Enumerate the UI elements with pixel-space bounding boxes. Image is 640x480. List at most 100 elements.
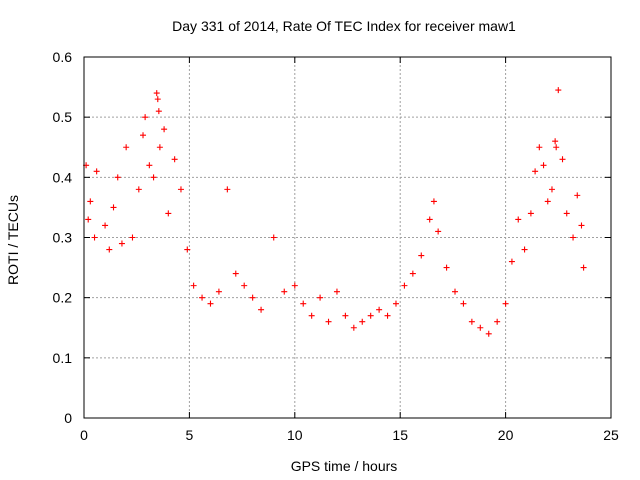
plot-frame [83,56,612,419]
data-point [367,312,374,319]
data-point [207,300,214,307]
data-point [171,156,178,163]
data-point [129,234,136,241]
data-point [384,312,391,319]
data-point [580,264,587,271]
data-point [177,186,184,193]
x-tick-label: 15 [392,427,408,443]
data-point [350,324,357,331]
data-point [215,288,222,295]
data-point [184,246,191,253]
data-point [281,288,288,295]
data-point [150,174,157,181]
y-axis-label: ROTI / TECUs [5,195,21,285]
data-point [527,210,534,217]
data-point [468,318,475,325]
data-point [270,234,277,241]
data-point [418,252,425,259]
data-point [87,198,94,205]
axis-ticks: 0 5 10 15 20 25 0 0.1 0.2 0.3 0.4 0.5 0.6 [53,49,619,443]
data-points [83,87,587,337]
data-point [241,282,248,289]
x-tick-label: 25 [603,427,619,443]
y-tick-label: 0.3 [53,230,73,246]
data-point [153,90,160,97]
data-point [559,156,566,163]
data-point [552,138,559,145]
data-point [161,126,168,133]
y-tick-label: 0.2 [53,290,73,306]
data-point [110,204,117,211]
data-point [106,246,113,253]
grid [84,57,611,418]
data-point [146,162,153,169]
data-point [199,294,206,301]
data-point [460,300,467,307]
data-point [190,282,197,289]
data-point [118,240,125,247]
data-point [114,174,121,181]
data-point [452,288,459,295]
data-point [515,216,522,223]
data-point [123,144,130,151]
data-point [102,222,109,229]
data-point [540,162,547,169]
data-point [563,210,570,217]
y-tick-label: 0.5 [53,109,73,125]
x-tick-label: 5 [186,427,194,443]
data-point [477,324,484,331]
x-axis-label: GPS time / hours [291,458,398,474]
data-point [232,270,239,277]
y-tick-label: 0.6 [53,49,73,65]
data-point [155,108,162,115]
x-tick-label: 10 [287,427,303,443]
x-tick-label: 0 [80,427,88,443]
data-point [508,258,515,265]
data-point [93,168,100,175]
data-point [435,228,442,235]
data-point [553,144,560,151]
data-point [555,87,562,94]
data-point [578,222,585,229]
data-point [258,306,265,313]
data-point [333,288,340,295]
data-point [224,186,231,193]
y-tick-label: 0.1 [53,350,73,366]
data-point [359,318,366,325]
data-point [548,186,555,193]
data-point [574,192,581,199]
x-tick-label: 20 [498,427,514,443]
data-point [443,264,450,271]
data-point [135,186,142,193]
data-point [409,270,416,277]
data-point [342,312,349,319]
data-point [85,216,92,223]
data-point [494,318,501,325]
data-point [376,306,383,313]
data-point [430,198,437,205]
data-point [300,300,307,307]
data-point [154,96,161,103]
data-point [142,114,149,121]
data-point [165,210,172,217]
data-point [91,234,98,241]
data-point [140,132,147,139]
data-point [156,144,163,151]
y-tick-label: 0.4 [53,169,73,185]
data-point [392,300,399,307]
data-point [426,216,433,223]
data-point [502,300,509,307]
data-point [536,144,543,151]
data-point [401,282,408,289]
data-point [308,312,315,319]
data-point [325,318,332,325]
data-point [485,330,492,337]
data-point [521,246,528,253]
data-point [291,282,298,289]
y-tick-label: 0 [64,410,72,426]
data-point [249,294,256,301]
data-point [544,198,551,205]
data-point [570,234,577,241]
data-point [532,168,539,175]
